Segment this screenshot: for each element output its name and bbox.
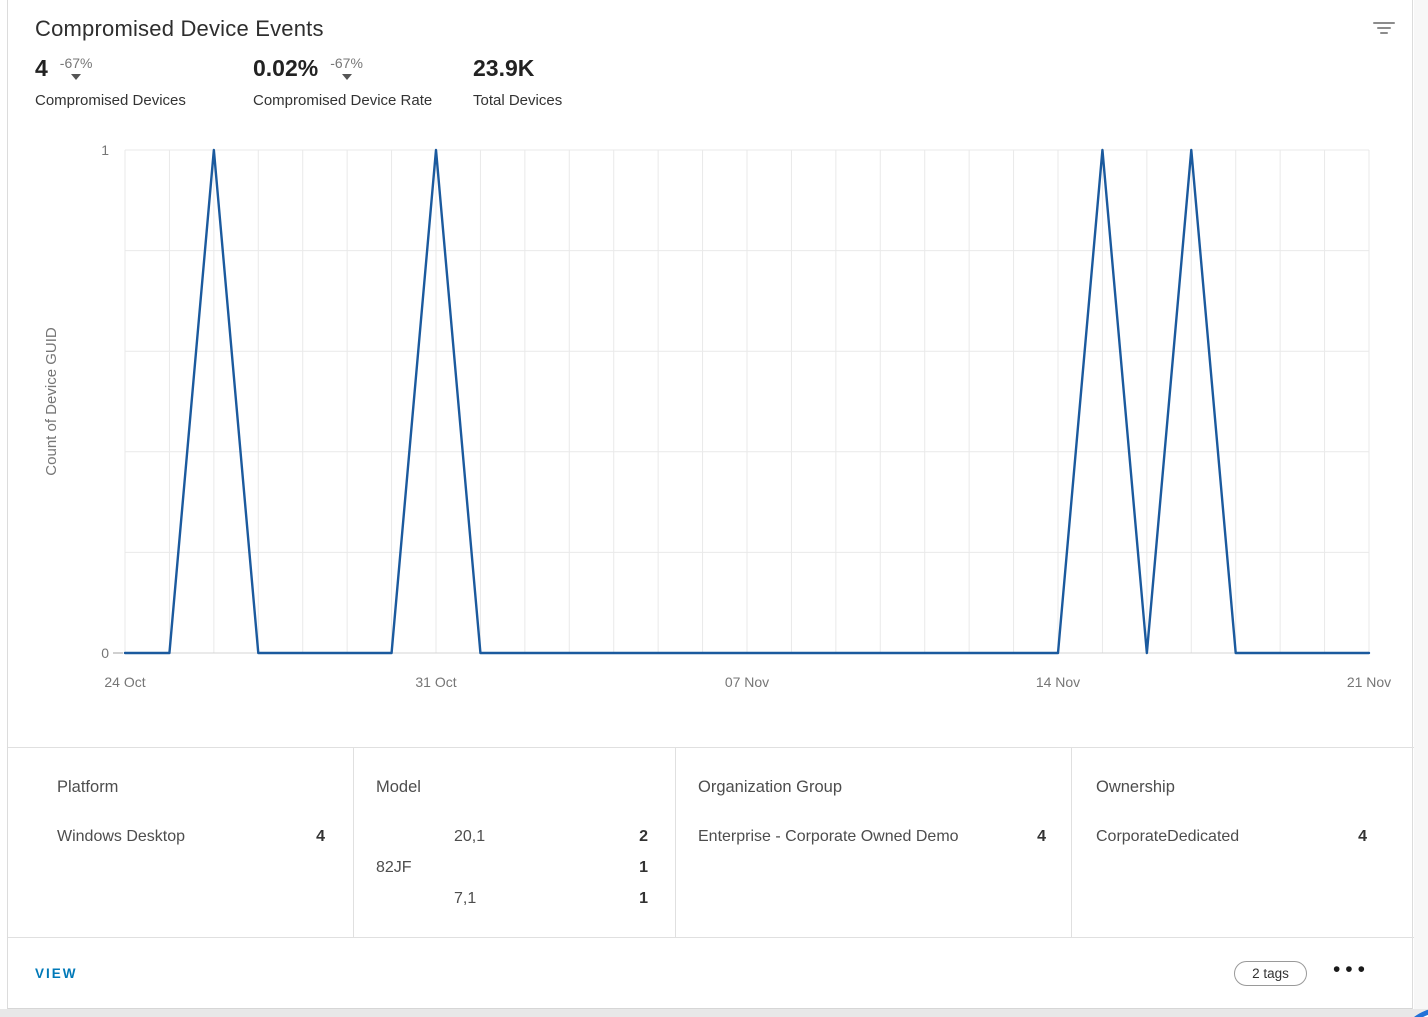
panel-title: Ownership <box>1096 778 1175 796</box>
svg-text:24 Oct: 24 Oct <box>104 674 145 690</box>
kpi-label: Compromised Device Rate <box>253 92 433 109</box>
filter-icon-bar <box>1373 22 1395 24</box>
svg-text:Count of Device GUID: Count of Device GUID <box>43 327 60 476</box>
kpi-top: 23.9K <box>473 55 653 81</box>
breakdown-row-label: Enterprise - Corporate Owned Demo <box>698 828 959 845</box>
trend-down-icon <box>71 74 82 80</box>
kpi-top: 4 -67% <box>35 55 253 81</box>
svg-text:07 Nov: 07 Nov <box>725 674 769 690</box>
device-events-line-chart: 0 1 24 Oct 31 Oct 07 Nov 14 Nov 21 Nov Count of… <box>8 130 1414 705</box>
breakdown-row-label: 82JF <box>376 859 412 876</box>
view-link[interactable]: VIEW <box>35 966 78 981</box>
svg-text:14 Nov: 14 Nov <box>1036 674 1080 690</box>
kpi-value: 0.02% <box>253 55 319 81</box>
page-background-bottom <box>0 1009 1428 1017</box>
card-title: Compromised Device Events <box>35 16 324 41</box>
kpi-label: Compromised Devices <box>35 92 186 109</box>
kpi-value: 23.9K <box>473 55 535 81</box>
panel-ownership: Ownership CorporateDedicated 4 <box>1072 748 1414 937</box>
breakdown-row: Windows Desktop 4 <box>57 821 325 852</box>
trend-down-icon <box>341 74 352 80</box>
panel-title: Organization Group <box>698 778 842 796</box>
card-footer: VIEW 2 tags ••• <box>8 938 1414 1009</box>
kpi-top: 0.02% -67% <box>253 55 473 81</box>
svg-text:1: 1 <box>101 142 109 158</box>
breakdown-row: 20,1 2 <box>376 821 648 852</box>
panel-organization-group: Organization Group Enterprise - Corporat… <box>676 748 1072 937</box>
panel-platform: Platform Windows Desktop 4 <box>8 748 354 937</box>
kpi-compromised-devices: 4 -67% Compromised Devices <box>35 55 253 109</box>
tags-pill[interactable]: 2 tags <box>1234 961 1307 986</box>
filter-icon[interactable] <box>1372 22 1396 40</box>
kpi-label: Total Devices <box>473 92 563 109</box>
kpi-delta-value: -67% <box>59 55 93 71</box>
kpi-value: 4 <box>35 55 48 81</box>
page-background-right <box>1414 0 1428 1009</box>
breakdown-row-value: 2 <box>639 828 648 845</box>
kpi-delta-value: -67% <box>330 55 363 71</box>
breakdown-row: 7,1 1 <box>376 883 648 914</box>
kpi-row: 4 -67% Compromised Devices 0.02% -67% <box>35 55 653 109</box>
compromised-device-events-card: Compromised Device Events 4 -67% Comprom… <box>7 0 1414 1009</box>
kpi-compromised-device-rate: 0.02% -67% Compromised Device Rate <box>253 55 473 109</box>
breakdown-row-value: 4 <box>1358 828 1367 845</box>
breakdown-row: CorporateDedicated 4 <box>1096 821 1367 852</box>
breakdown-row-label: CorporateDedicated <box>1096 828 1240 845</box>
kpi-delta: -67% <box>59 55 93 80</box>
breakdown-row-label: Windows Desktop <box>57 828 186 845</box>
breakdown-row: Enterprise - Corporate Owned Demo 4 <box>698 821 1046 852</box>
kpi-delta: -67% <box>330 55 363 80</box>
filter-icon-bar <box>1380 32 1388 34</box>
breakdown-row: 82JF 1 <box>376 852 648 883</box>
breakdown-row-label: 7,1 <box>454 890 477 907</box>
breakdown-row-value: 4 <box>1037 828 1046 845</box>
breakdown-row-value: 1 <box>639 859 648 876</box>
breakdown-section: Platform Windows Desktop 4 Model 20,1 2 … <box>8 747 1414 938</box>
panel-model: Model 20,1 2 82JF 1 7,1 1 <box>354 748 676 937</box>
footer-right: 2 tags ••• <box>1234 957 1370 986</box>
panel-title: Model <box>376 778 421 796</box>
breakdown-row-value: 1 <box>639 890 648 907</box>
panel-title: Platform <box>57 778 119 796</box>
kpi-total-devices: 23.9K Total Devices <box>473 55 653 109</box>
svg-text:31 Oct: 31 Oct <box>415 674 456 690</box>
svg-text:21 Nov: 21 Nov <box>1347 674 1391 690</box>
more-options-icon[interactable]: ••• <box>1332 957 1370 981</box>
filter-icon-bar <box>1377 27 1391 29</box>
breakdown-row-label: 20,1 <box>454 828 486 845</box>
card-header: Compromised Device Events <box>8 0 1412 52</box>
svg-text:0: 0 <box>101 645 109 661</box>
breakdown-row-value: 4 <box>316 828 325 845</box>
